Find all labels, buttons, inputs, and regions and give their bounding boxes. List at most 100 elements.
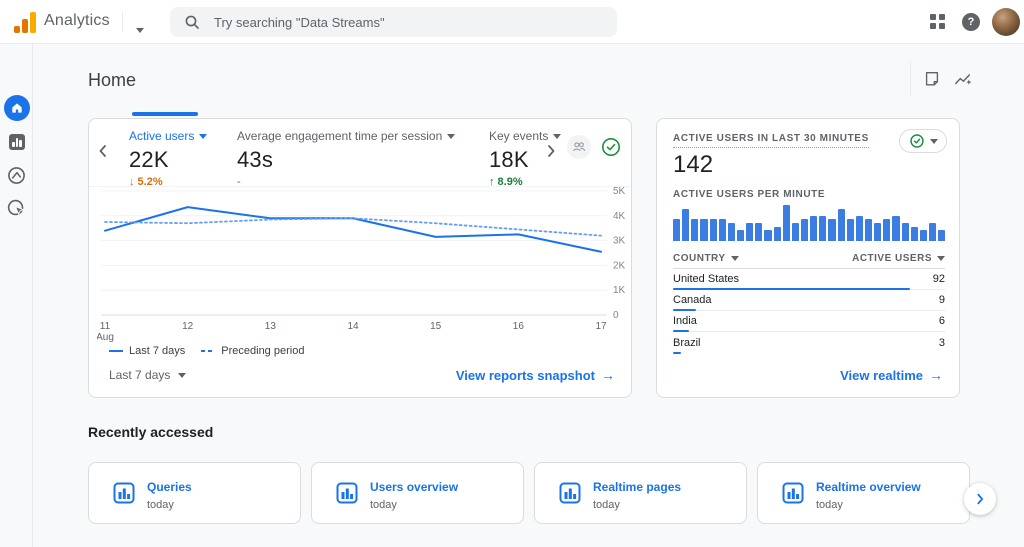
legend-label: Preceding period [221,345,304,357]
country-row[interactable]: Canada 9 [673,290,945,311]
active-users-per-minute-chart [673,205,945,241]
header-tools [910,62,973,96]
svg-text:5K: 5K [613,186,625,197]
divider [910,62,911,96]
column-label: ACTIVE USERS [852,253,932,264]
carousel-next-button[interactable] [964,483,996,515]
sidebar-item-reports[interactable] [0,134,33,150]
chevron-left-icon [95,143,111,159]
data-quality-button[interactable] [599,135,623,159]
metric-tab-active-users[interactable]: Active users 22K ↓ 5.2% [129,129,234,188]
report-chart-icon [559,482,581,509]
metric-tab-avg-engagement-time[interactable]: Average engagement time per session 43s … [237,129,487,188]
minute-bar [801,219,808,241]
active-users-column-header[interactable]: ACTIVE USERS [852,253,945,264]
country-value: 92 [933,273,945,285]
svg-text:2K: 2K [613,260,625,271]
metric-label: Active users [129,129,194,143]
table-header-row: COUNTRY ACTIVE USERS [673,249,945,269]
date-range-label: Last 7 days [109,368,170,382]
country-row[interactable]: India 6 [673,311,945,332]
country-name: Brazil [673,337,701,349]
view-reports-snapshot-link[interactable]: View reports snapshot → [456,367,615,383]
recent-report-card[interactable]: Queries today [88,462,301,524]
country-row[interactable]: United States 92 [673,269,945,290]
app-name: Analytics [44,12,110,30]
minute-bar [682,209,689,241]
customize-report-button[interactable] [923,70,941,88]
minute-bar [819,216,826,241]
recent-report-card[interactable]: Realtime pages today [534,462,747,524]
svg-text:12: 12 [182,321,194,332]
minute-bar [911,227,918,241]
minute-bar [764,230,771,241]
line-chart: 01K2K3K4K5K11Aug121314151617 [97,185,625,343]
metric-value: 22K [129,147,234,173]
sidebar-item-home[interactable] [0,95,33,121]
sidebar-item-advertising[interactable] [0,199,33,218]
top-app-bar: Analytics ? [0,0,1024,44]
note-icon [923,70,941,88]
metrics-row: Active users 22K ↓ 5.2% Average engageme… [89,119,631,187]
help-icon[interactable]: ? [962,13,980,31]
country-row[interactable]: Brazil 3 [673,332,945,353]
overview-card-footer: Last 7 days View reports snapshot → [109,365,615,385]
metric-label: Key events [489,129,548,143]
minute-bar [691,219,698,241]
account-picker-button[interactable] [136,20,144,38]
minute-bar [920,230,927,241]
view-realtime-link[interactable]: View realtime → [840,367,943,383]
report-chart-icon [336,482,358,509]
date-range-selector[interactable]: Last 7 days [109,368,186,382]
minute-bar [737,230,744,241]
chevron-down-icon [937,256,945,261]
report-chart-icon [113,482,135,509]
sidebar-item-explore[interactable] [0,166,33,185]
divider [122,12,123,32]
minute-bar [728,223,735,241]
legend-label: Last 7 days [129,345,185,357]
minute-bar [828,219,835,241]
country-bar [673,352,681,354]
report-time: today [147,499,174,511]
country-column-header[interactable]: COUNTRY [673,253,739,264]
arrow-right-icon: → [929,367,943,383]
country-name: India [673,315,697,327]
svg-text:0: 0 [613,310,619,321]
chevron-down-icon [178,373,186,378]
chevron-down-icon [731,256,739,261]
insights-icon [953,70,973,88]
metrics-scroll-left-button[interactable] [95,143,111,162]
recent-report-card[interactable]: Users overview today [311,462,524,524]
svg-text:15: 15 [430,321,442,332]
search-bar[interactable] [170,7,617,37]
recent-report-card[interactable]: Realtime overview today [757,462,970,524]
user-avatar[interactable] [992,8,1020,36]
minute-bar [892,216,899,241]
chevron-down-icon [930,139,938,144]
chart-legend: Last 7 days Preceding period [109,345,304,357]
country-value: 9 [939,294,945,306]
metrics-scroll-right-button[interactable] [543,143,559,162]
column-label: COUNTRY [673,253,726,264]
svg-text:17: 17 [595,321,607,332]
realtime-card: ACTIVE USERS IN LAST 30 MINUTES 142 ACTI… [656,118,960,398]
minute-bar [719,219,726,241]
svg-text:14: 14 [347,321,359,332]
minute-bar [673,219,680,241]
minute-bar [874,223,881,241]
apps-grid-icon[interactable] [930,14,946,30]
realtime-status-dropdown[interactable] [899,129,947,153]
audiences-button[interactable] [567,135,591,159]
chevron-down-icon [136,28,144,33]
chevron-down-icon [553,134,561,139]
minute-bar [746,223,753,241]
people-icon [572,140,586,154]
chevron-down-icon [447,134,455,139]
insights-button[interactable] [953,70,973,88]
svg-text:1K: 1K [613,285,625,296]
search-input[interactable] [200,15,617,30]
country-value: 3 [939,337,945,349]
search-icon [184,14,200,30]
active-users-30min-value: 142 [673,151,713,179]
